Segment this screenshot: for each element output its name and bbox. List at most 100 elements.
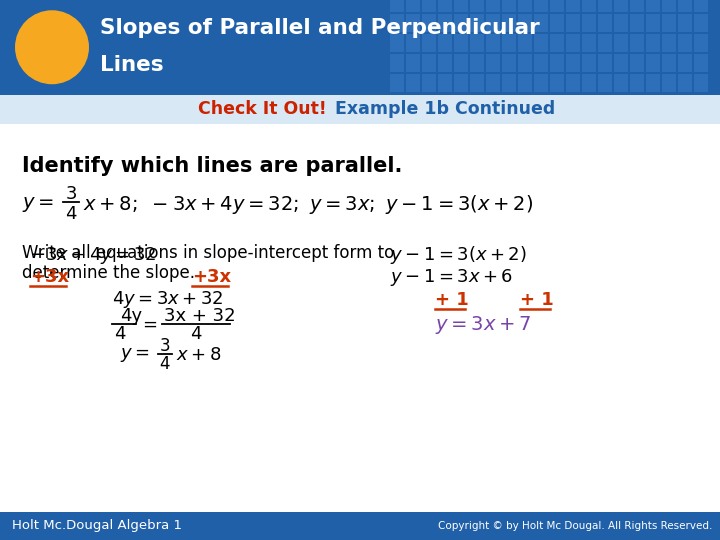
Bar <box>694 73 708 91</box>
Bar <box>518 0 532 11</box>
Bar <box>630 0 644 11</box>
Bar <box>518 73 532 91</box>
Text: 4: 4 <box>160 355 170 373</box>
Bar <box>662 33 676 51</box>
Bar <box>694 14 708 31</box>
Bar <box>598 53 612 71</box>
Bar <box>614 53 628 71</box>
Text: + 1: + 1 <box>435 291 469 309</box>
Bar <box>646 73 660 91</box>
Bar <box>646 53 660 71</box>
Bar <box>614 14 628 31</box>
Bar <box>614 33 628 51</box>
Bar <box>438 53 452 71</box>
Bar <box>454 33 468 51</box>
Bar <box>422 53 436 71</box>
Bar <box>406 53 420 71</box>
Ellipse shape <box>15 10 89 84</box>
Bar <box>406 33 420 51</box>
Bar <box>534 73 548 91</box>
Bar <box>678 73 692 91</box>
Bar <box>550 0 564 11</box>
Bar <box>422 33 436 51</box>
Bar <box>438 33 452 51</box>
Bar <box>518 14 532 31</box>
Bar <box>566 73 580 91</box>
Bar <box>502 14 516 31</box>
Bar <box>438 0 452 11</box>
Text: +3x: +3x <box>192 268 231 286</box>
Bar <box>582 14 596 31</box>
Text: Write all equations in slope-intercept form to: Write all equations in slope-intercept f… <box>22 244 395 262</box>
Bar <box>662 0 676 11</box>
Bar <box>518 33 532 51</box>
Bar <box>614 0 628 11</box>
Text: 4: 4 <box>114 325 126 343</box>
Bar <box>550 14 564 31</box>
Bar <box>390 73 404 91</box>
Text: 3: 3 <box>66 185 77 203</box>
Bar <box>630 73 644 91</box>
Text: $y - 1 = 3(x + 2)$: $y - 1 = 3(x + 2)$ <box>390 244 527 266</box>
Bar <box>390 33 404 51</box>
Bar <box>390 14 404 31</box>
Text: $4y = 3x + 32$: $4y = 3x + 32$ <box>112 289 224 310</box>
Bar <box>470 0 484 11</box>
Text: 3: 3 <box>160 337 171 355</box>
Text: Identify which lines are parallel.: Identify which lines are parallel. <box>22 156 402 176</box>
Text: $-3x + 4y = 32$: $-3x + 4y = 32$ <box>30 245 157 266</box>
Bar <box>534 53 548 71</box>
Bar <box>582 33 596 51</box>
Bar <box>454 53 468 71</box>
Bar <box>390 0 404 11</box>
Bar <box>662 53 676 71</box>
Text: 4: 4 <box>66 205 77 223</box>
Bar <box>422 0 436 11</box>
Bar <box>566 14 580 31</box>
Bar <box>646 33 660 51</box>
Bar <box>646 0 660 11</box>
Text: $y =$: $y =$ <box>22 195 54 214</box>
Text: $y - 1 = 3x + 6$: $y - 1 = 3x + 6$ <box>390 267 513 287</box>
Bar <box>694 33 708 51</box>
Bar <box>662 73 676 91</box>
Bar <box>582 73 596 91</box>
Bar <box>630 14 644 31</box>
Bar <box>646 14 660 31</box>
Text: +3x: +3x <box>30 268 69 286</box>
Text: Check It Out!: Check It Out! <box>198 100 327 118</box>
Bar <box>518 53 532 71</box>
Bar <box>550 73 564 91</box>
Bar <box>582 53 596 71</box>
Bar <box>614 73 628 91</box>
Bar <box>598 73 612 91</box>
Bar <box>0 94 720 124</box>
Bar <box>502 0 516 11</box>
Bar <box>422 14 436 31</box>
Bar <box>534 33 548 51</box>
Bar <box>662 14 676 31</box>
Text: $x + 8;\ -3x + 4y = 32;\ y = 3x;\ y - 1 = 3(x + 2)$: $x + 8;\ -3x + 4y = 32;\ y = 3x;\ y - 1 … <box>83 193 533 215</box>
Bar <box>630 33 644 51</box>
Bar <box>438 73 452 91</box>
Bar <box>0 512 720 540</box>
Bar <box>470 14 484 31</box>
Text: 4: 4 <box>190 325 202 343</box>
Bar <box>486 73 500 91</box>
Bar <box>694 53 708 71</box>
Bar <box>598 14 612 31</box>
Text: =: = <box>142 316 157 334</box>
Bar <box>470 73 484 91</box>
Bar <box>454 0 468 11</box>
Bar <box>486 53 500 71</box>
Bar <box>582 0 596 11</box>
Bar <box>534 0 548 11</box>
Bar <box>0 0 720 94</box>
Bar <box>454 73 468 91</box>
Bar <box>694 0 708 11</box>
Text: Copyright © by Holt Mc Dougal. All Rights Reserved.: Copyright © by Holt Mc Dougal. All Right… <box>438 521 712 531</box>
Bar <box>678 33 692 51</box>
Bar <box>422 73 436 91</box>
Bar <box>502 53 516 71</box>
Text: $y = 3x + 7$: $y = 3x + 7$ <box>435 314 531 336</box>
